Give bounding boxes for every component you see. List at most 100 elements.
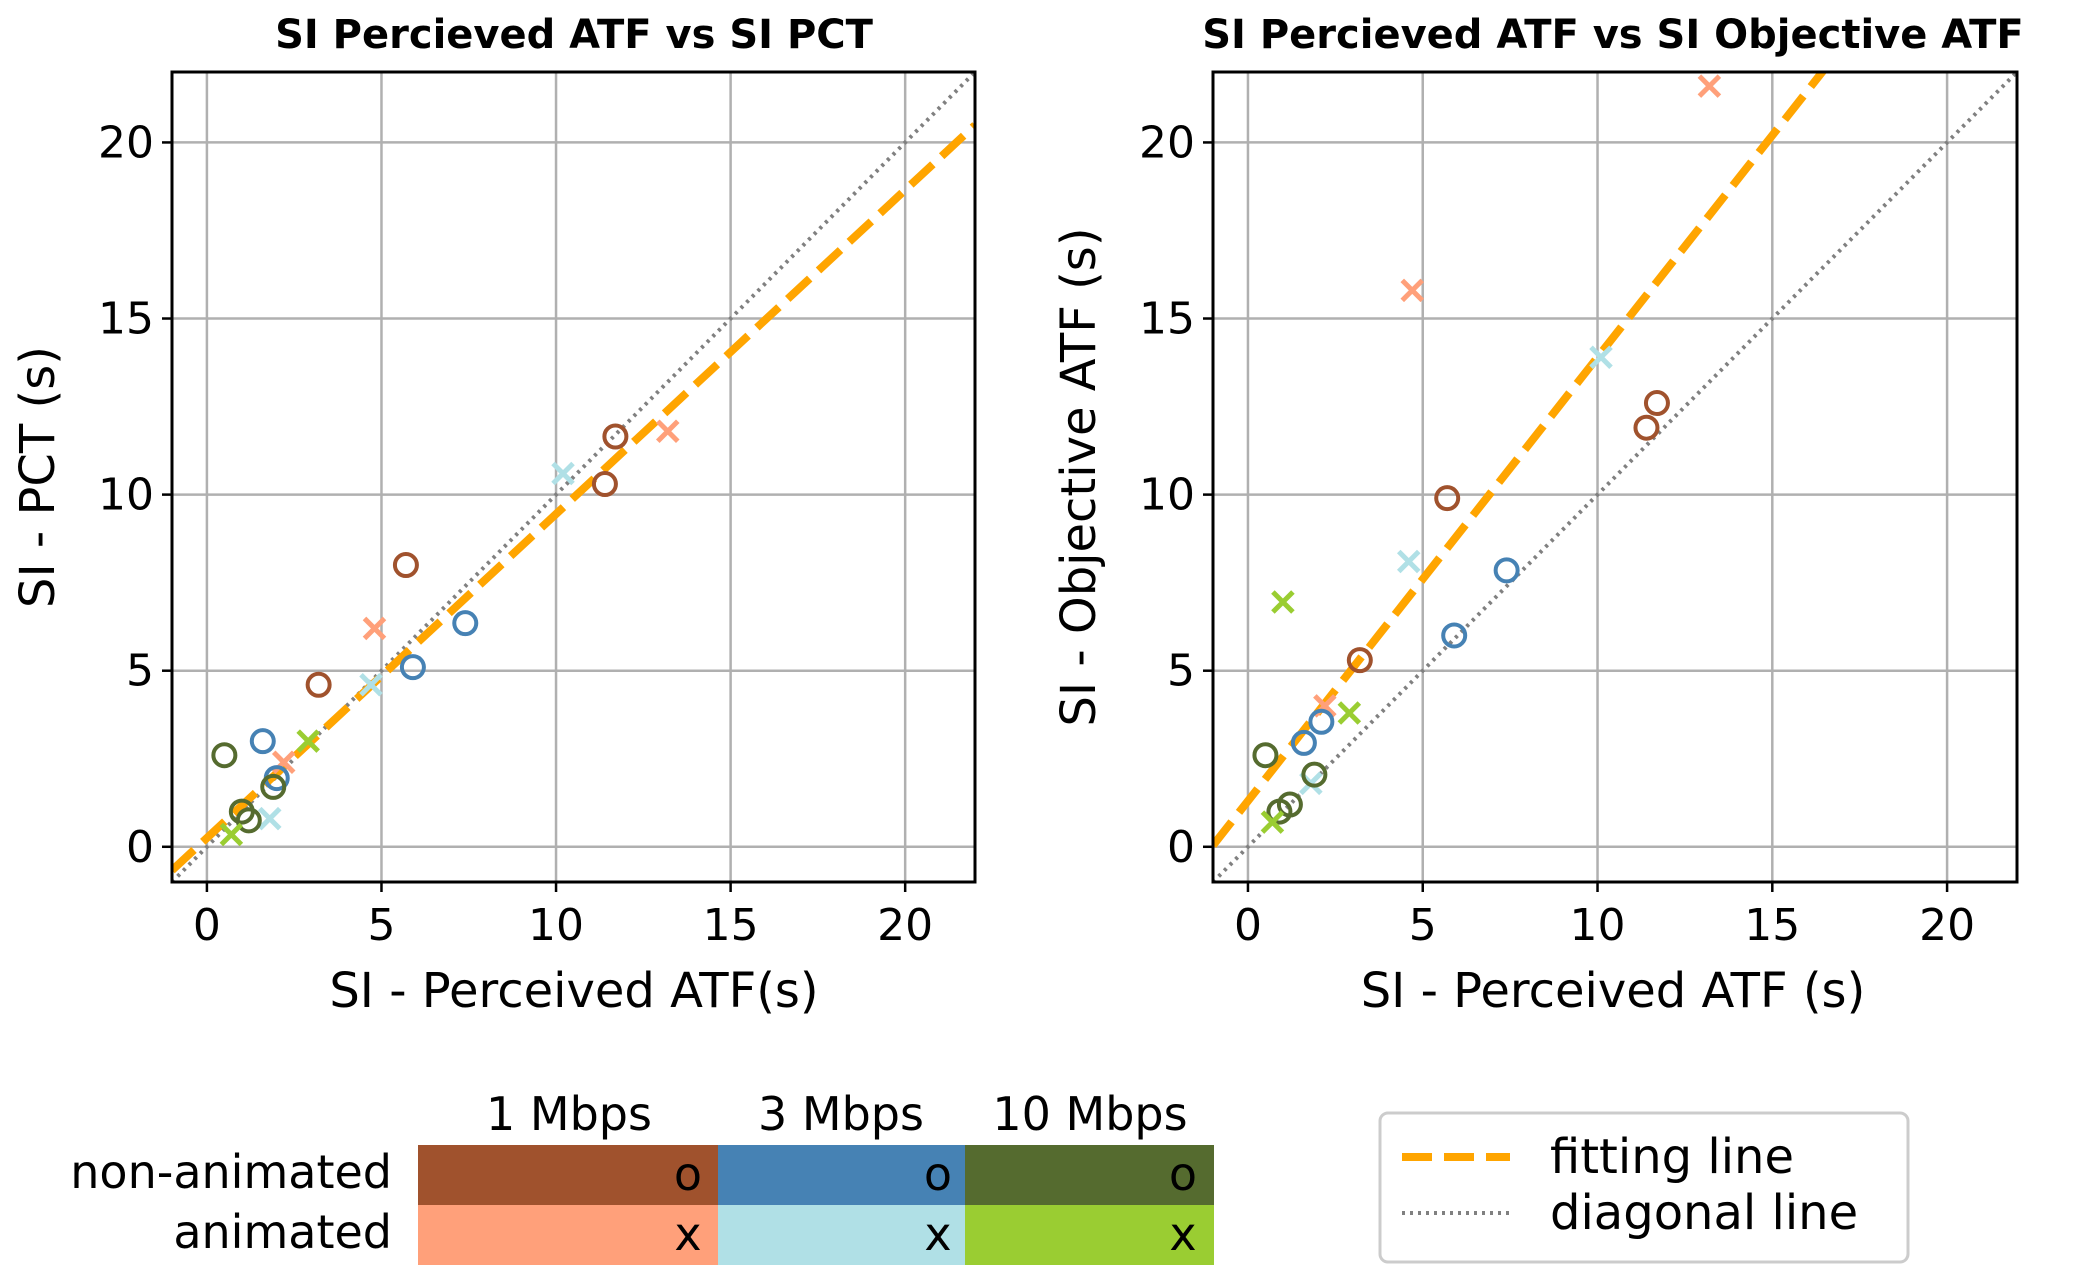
left-chart-y-tick-label: 0 bbox=[126, 822, 154, 873]
right-chart-y-tick-label: 15 bbox=[1139, 294, 1195, 345]
left-chart-x-tick-label: 0 bbox=[193, 900, 221, 951]
left-chart-point-1mbps-non-animated bbox=[305, 671, 332, 698]
right-chart-grid bbox=[1213, 72, 2017, 882]
left-chart-y-tick-label: 20 bbox=[98, 117, 154, 168]
right-chart-point-3mbps-non-animated bbox=[1290, 729, 1317, 756]
right-chart-diagonal-line bbox=[1213, 72, 2017, 882]
key-row-non-animated: non-animated bbox=[70, 1145, 392, 1199]
left-chart: SI Percieved ATF vs SI PCT 0 5 10 15 20 0 5 10 1… bbox=[10, 12, 977, 1019]
left-chart-y-axis-label: SI - PCT (s) bbox=[10, 346, 66, 608]
key-column-10mbps: 10 Mbps bbox=[992, 1087, 1187, 1141]
right-chart-x-tick-label: 5 bbox=[1409, 900, 1437, 951]
left-chart-point-10mbps-animated bbox=[296, 729, 320, 753]
marker-key-table: 1 Mbps 3 Mbps 10 Mbps non-animated anima… bbox=[70, 1087, 1214, 1265]
left-chart-point-1mbps-animated bbox=[655, 419, 680, 443]
left-chart-title: SI Percieved ATF vs SI PCT bbox=[275, 12, 874, 58]
right-chart-point-1mbps-animated bbox=[1400, 278, 1425, 303]
left-chart-y-tick-label: 5 bbox=[126, 646, 154, 697]
key-swatch-10mbps-non-animated bbox=[965, 1145, 1214, 1205]
left-chart-point-3mbps-animated bbox=[551, 461, 575, 486]
left-chart-fitting-line bbox=[172, 122, 975, 874]
left-chart-point-1mbps-non-animated bbox=[602, 423, 629, 450]
right-chart-point-10mbps-animated bbox=[1337, 701, 1362, 725]
key-marker-3mbps-animated: x bbox=[924, 1207, 951, 1261]
right-chart-point-10mbps-non-animated bbox=[1252, 742, 1279, 769]
right-chart-x-tick-label: 20 bbox=[1919, 900, 1975, 951]
left-chart-x-tick-label: 10 bbox=[528, 900, 584, 951]
right-chart-plot-frame bbox=[1211, 70, 2019, 884]
right-chart-fitting-line bbox=[1213, 72, 1828, 848]
key-row-animated: animated bbox=[173, 1205, 392, 1259]
key-marker-3mbps-non-animated: o bbox=[924, 1147, 952, 1201]
right-chart-point-3mbps-non-animated bbox=[1441, 622, 1468, 649]
right-chart-point-1mbps-non-animated bbox=[1643, 390, 1670, 417]
right-chart-x-axis-label: SI - Perceived ATF (s) bbox=[1361, 963, 1866, 1019]
key-swatch-3mbps-animated bbox=[718, 1205, 965, 1265]
right-chart-point-3mbps-animated bbox=[1396, 549, 1421, 574]
right-chart-point-1mbps-non-animated bbox=[1346, 647, 1373, 674]
left-chart-point-3mbps-non-animated bbox=[452, 610, 479, 637]
left-chart-ticks: 0 5 10 15 20 0 5 10 15 20 bbox=[98, 117, 933, 951]
left-chart-point-3mbps-non-animated bbox=[249, 728, 276, 755]
left-chart-point-3mbps-animated bbox=[359, 673, 383, 697]
right-chart-x-tick-label: 0 bbox=[1234, 900, 1262, 951]
left-chart-points bbox=[211, 419, 680, 847]
right-chart-point-1mbps-non-animated bbox=[1434, 485, 1461, 512]
right-chart-point-10mbps-animated bbox=[1271, 590, 1295, 614]
legend-frame bbox=[1378, 1111, 1910, 1264]
right-chart-x-tick-label: 10 bbox=[1570, 900, 1626, 951]
right-chart-title: SI Percieved ATF vs SI Objective ATF bbox=[1202, 12, 2024, 58]
right-chart-x-tick-label: 15 bbox=[1744, 900, 1800, 951]
key-swatch-3mbps-non-animated bbox=[718, 1145, 965, 1205]
left-chart-point-1mbps-animated bbox=[362, 616, 387, 641]
right-chart-point-10mbps-non-animated bbox=[1301, 761, 1328, 788]
left-chart-point-10mbps-non-animated bbox=[211, 742, 238, 769]
left-chart-plot-frame bbox=[170, 70, 977, 884]
key-swatch-10mbps-animated bbox=[965, 1205, 1214, 1265]
right-chart-y-tick-label: 0 bbox=[1167, 822, 1195, 873]
key-column-1mbps: 1 Mbps bbox=[486, 1087, 652, 1141]
right-chart-point-3mbps-animated bbox=[1589, 345, 1613, 370]
left-chart-point-3mbps-animated bbox=[257, 806, 282, 831]
left-chart-point-10mbps-non-animated bbox=[235, 807, 262, 834]
left-chart-point-3mbps-non-animated bbox=[399, 654, 426, 681]
right-chart-guides bbox=[1213, 72, 2017, 882]
left-chart-point-1mbps-non-animated bbox=[591, 471, 618, 498]
right-chart-y-axis-label: SI - Objective ATF (s) bbox=[1051, 227, 1107, 726]
left-chart-x-tick-label: 15 bbox=[703, 900, 759, 951]
key-marker-10mbps-non-animated: o bbox=[1169, 1147, 1197, 1201]
key-marker-1mbps-non-animated: o bbox=[674, 1147, 702, 1201]
right-chart-ticks: 0 5 10 15 20 0 5 10 15 20 bbox=[1139, 117, 1975, 951]
left-chart-point-1mbps-non-animated bbox=[392, 552, 419, 579]
line-legend: fitting line diagonal line bbox=[1378, 1111, 1910, 1264]
left-chart-x-axis-label: SI - Perceived ATF(s) bbox=[329, 963, 818, 1019]
left-chart-grid bbox=[172, 72, 975, 882]
left-chart-x-tick-label: 20 bbox=[877, 900, 933, 951]
right-chart-point-1mbps-non-animated bbox=[1633, 414, 1660, 441]
left-chart-y-tick-label: 10 bbox=[98, 470, 154, 521]
right-chart-points bbox=[1252, 74, 1722, 834]
left-chart-point-10mbps-animated bbox=[219, 822, 244, 847]
right-chart-y-tick-label: 5 bbox=[1167, 646, 1195, 697]
left-chart-diagonal-line bbox=[172, 72, 975, 882]
left-chart-guides bbox=[172, 72, 975, 882]
left-chart-y-tick-label: 15 bbox=[98, 294, 154, 345]
right-chart: SI Percieved ATF vs SI Objective ATF 0 5 1… bbox=[1051, 12, 2024, 1019]
right-chart-point-3mbps-non-animated bbox=[1308, 708, 1335, 735]
right-chart-point-10mbps-non-animated bbox=[1276, 791, 1303, 818]
right-chart-point-1mbps-animated bbox=[1697, 74, 1722, 98]
left-chart-x-tick-label: 5 bbox=[367, 900, 395, 951]
right-chart-y-tick-label: 20 bbox=[1139, 117, 1195, 168]
right-chart-y-tick-label: 10 bbox=[1139, 470, 1195, 521]
right-chart-point-10mbps-animated bbox=[1260, 810, 1285, 834]
left-chart-point-10mbps-non-animated bbox=[260, 773, 287, 800]
key-column-3mbps: 3 Mbps bbox=[758, 1087, 924, 1141]
key-marker-10mbps-animated: x bbox=[1169, 1207, 1196, 1261]
key-swatch-1mbps-animated bbox=[418, 1205, 718, 1265]
key-swatch-1mbps-non-animated bbox=[418, 1145, 718, 1205]
legend-fitting-line-label: fitting line bbox=[1550, 1129, 1794, 1185]
right-chart-point-3mbps-non-animated bbox=[1493, 557, 1520, 584]
legend-diagonal-line-label: diagonal line bbox=[1550, 1185, 1858, 1241]
key-marker-1mbps-animated: x bbox=[674, 1207, 701, 1261]
